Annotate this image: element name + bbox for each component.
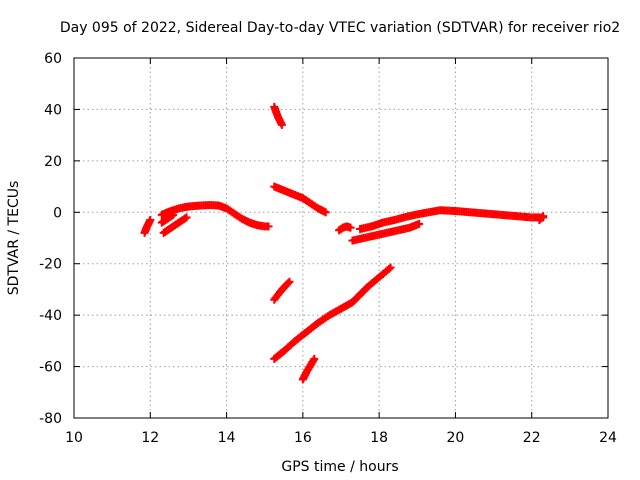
x-tick-label: 16 [294,430,312,446]
data-point [285,277,294,286]
y-tick-label: -60 [39,360,62,376]
axis-ticks: 10 12 14 16 18 20 22 24 -80 -60 -40 -20 0 20 40 60 [39,51,617,446]
y-tick-label: 40 [44,102,62,118]
x-tick-label: 12 [141,430,159,446]
y-axis-label: SDTVAR / TECUs [6,181,22,296]
plot-frame [73,57,609,419]
y-tick-label: -80 [39,411,62,427]
y-tick-label: -20 [39,257,62,273]
y-tick-label: 0 [53,205,62,221]
data-point [182,213,191,222]
y-tick-label: 60 [44,51,62,67]
x-tick-label: 10 [65,430,83,446]
data-point [264,222,273,231]
x-tick-label: 18 [370,430,388,446]
x-axis-label: GPS time / hours [281,459,398,475]
data-point [277,120,286,129]
data-point [415,219,424,228]
data-point [539,212,548,221]
data-point [310,354,319,363]
data-point [169,210,178,219]
x-tick-label: 20 [447,430,465,446]
x-tick-label: 24 [599,430,617,446]
data-point [321,208,330,217]
x-tick-label: 22 [523,430,541,446]
x-tick-label: 14 [218,430,236,446]
y-tick-label: 20 [44,154,62,170]
chart-title: Day 095 of 2022, Sidereal Day-to-day VTE… [60,20,620,36]
data-points [140,102,548,384]
gridlines [74,58,608,418]
data-point [537,213,546,222]
data-point [346,223,355,232]
y-tick-label: -40 [39,308,62,324]
data-point [146,216,155,224]
data-point [284,279,293,287]
data-point [385,264,394,273]
data-point [386,263,395,272]
